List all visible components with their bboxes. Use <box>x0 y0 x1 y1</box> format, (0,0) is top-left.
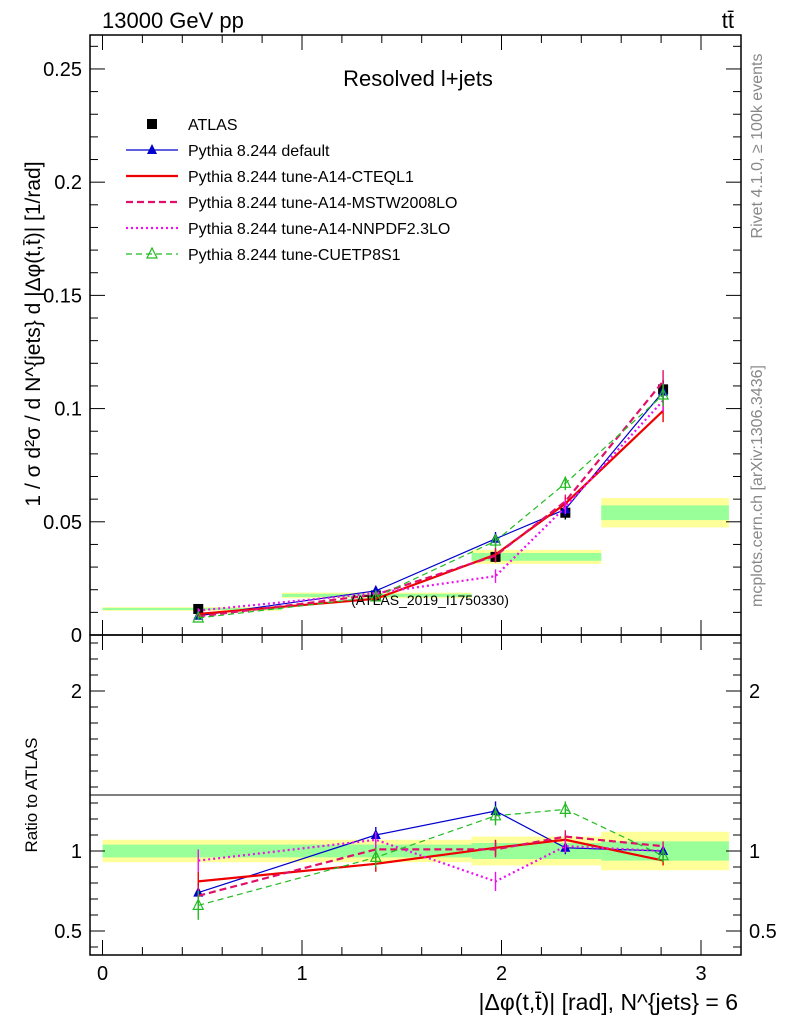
legend-marker <box>147 144 157 154</box>
main-y-tick-label: 0.25 <box>43 59 82 81</box>
main-series <box>192 370 670 623</box>
ratio-frame <box>89 634 742 956</box>
main-y-tick-label: 0.1 <box>54 399 82 421</box>
main-data-point <box>489 533 502 546</box>
band-stat-bin <box>601 505 729 521</box>
energy-label: 13000 GeV pp <box>102 8 244 33</box>
ratio-y-tick-label: 2 <box>71 681 82 703</box>
legend-entry-pythia-8-244-tune-cuetp8s1: Pythia 8.244 tune-CUETP8S1 <box>126 246 401 264</box>
ratio-y-tick-label-right: 2 <box>749 681 760 703</box>
band-stat-bin <box>471 552 602 561</box>
legend-label: Pythia 8.244 tune-A14-NNPDF2.3LO <box>188 221 450 238</box>
ratio-series-pythia-8-244-tune-cuetp8s1 <box>192 801 670 920</box>
legend-entry-pythia-8-244-tune-a14-cteql1: Pythia 8.244 tune-A14-CTEQL1 <box>126 169 414 186</box>
legend-entry-atlas: ATLAS <box>147 117 238 134</box>
legend-entry-pythia-8-244-default: Pythia 8.244 default <box>126 143 330 160</box>
ratio-ticks: 0.5 0.5 1 1 2 2 <box>54 642 777 948</box>
process-label: tt̄ <box>722 8 734 33</box>
x-axis-label: |Δφ(t,t̄)| [rad], N^{jets} = 6 <box>479 989 738 1015</box>
legend-label: Pythia 8.244 tune-A14-CTEQL1 <box>188 169 414 186</box>
main-series-pythia-8-244-tune-a14-cteql1 <box>197 399 664 617</box>
main-data-point <box>657 387 670 400</box>
ratio-y-tick-label-right: 1 <box>749 841 760 863</box>
chart-title: Resolved l+jets <box>343 66 493 91</box>
main-series-line <box>198 394 664 619</box>
ratio-ylabel: Ratio to ATLAS <box>22 738 41 853</box>
ratio-y-tick-label-right: 0.5 <box>749 921 777 943</box>
ratio-bands <box>102 831 729 871</box>
main-data-point <box>192 610 205 623</box>
main-ylabel: 1 / σ d²σ / d N^{jets} d |Δφ(t,t̄)| [1/r… <box>22 161 45 506</box>
main-y-tick-label: 0.15 <box>43 285 82 307</box>
main-series-line <box>198 399 664 612</box>
ratio-data-point <box>489 808 502 821</box>
legend-entry-pythia-8-244-tune-a14-nnpdf2-3lo: Pythia 8.244 tune-A14-NNPDF2.3LO <box>126 221 450 238</box>
main-series-line <box>198 391 664 617</box>
legend-label: Pythia 8.244 default <box>188 143 330 160</box>
ratio-data-point <box>369 850 382 863</box>
main-y-tick-label: 0.2 <box>54 172 82 194</box>
band-stat-bin <box>282 844 472 858</box>
main-data-point <box>369 589 382 602</box>
x-tick-label: 1 <box>296 963 307 985</box>
mcplots-label: mcplots.cern.ch [arXiv:1306.3436] <box>749 365 766 607</box>
main-panel: 0 0.05 0.1 0.15 0.2 0.25 Resolved l+jets (ATL… <box>22 34 742 647</box>
band-stat-bin <box>471 843 602 859</box>
main-y-tick-label: 0.05 <box>43 512 82 534</box>
legend-marker <box>146 246 158 259</box>
main-series-line <box>198 410 664 616</box>
ratio-data-point <box>192 898 205 911</box>
ratio-panel: 0.5 0.5 1 1 2 2 Ratio to ATLAS <box>22 634 777 956</box>
rivet-version-label: Rivet 4.1.0, ≥ 100k events <box>749 54 766 239</box>
legend-entry-pythia-8-244-tune-a14-mstw2008lo: Pythia 8.244 tune-A14-MSTW2008LO <box>126 195 457 212</box>
ratio-series-line <box>197 835 664 897</box>
legend-marker <box>147 119 157 129</box>
main-ticks: 0 0.05 0.1 0.15 0.2 0.25 <box>43 45 741 647</box>
band-stat-bin <box>102 844 283 858</box>
main-data-point <box>559 475 572 488</box>
legend: ATLAS Pythia 8.244 default Pythia 8.244 tu… <box>126 117 457 264</box>
x-tick-label: 3 <box>695 963 706 985</box>
ratio-y-tick-label: 1 <box>71 841 82 863</box>
ratio-series-line <box>198 838 664 883</box>
band-stat-bin <box>102 607 283 611</box>
main-series-pythia-8-244-tune-cuetp8s1 <box>192 383 670 623</box>
ratio-data-point <box>559 802 572 815</box>
main-series-pythia-8-244-tune-a14-mstw2008lo <box>197 370 664 619</box>
analysis-label: (ATLAS_2019_I1750330) <box>351 592 509 608</box>
ratio-y-tick-label: 0.5 <box>54 921 82 943</box>
main-y-tick-label: 0 <box>71 625 82 647</box>
x-axis-ticks: 0 1 2 3 <box>97 35 707 985</box>
x-tick-label: 0 <box>97 963 108 985</box>
ratio-series-line <box>198 808 664 906</box>
main-series-line <box>198 380 664 618</box>
main-series-pythia-8-244-default <box>193 380 669 620</box>
x-tick-label: 2 <box>496 963 507 985</box>
ratio-series <box>192 801 670 920</box>
ratio-data-point <box>657 848 670 861</box>
legend-label: Pythia 8.244 tune-A14-MSTW2008LO <box>188 195 457 212</box>
legend-label: ATLAS <box>188 117 238 134</box>
legend-label: Pythia 8.244 tune-CUETP8S1 <box>188 247 401 264</box>
